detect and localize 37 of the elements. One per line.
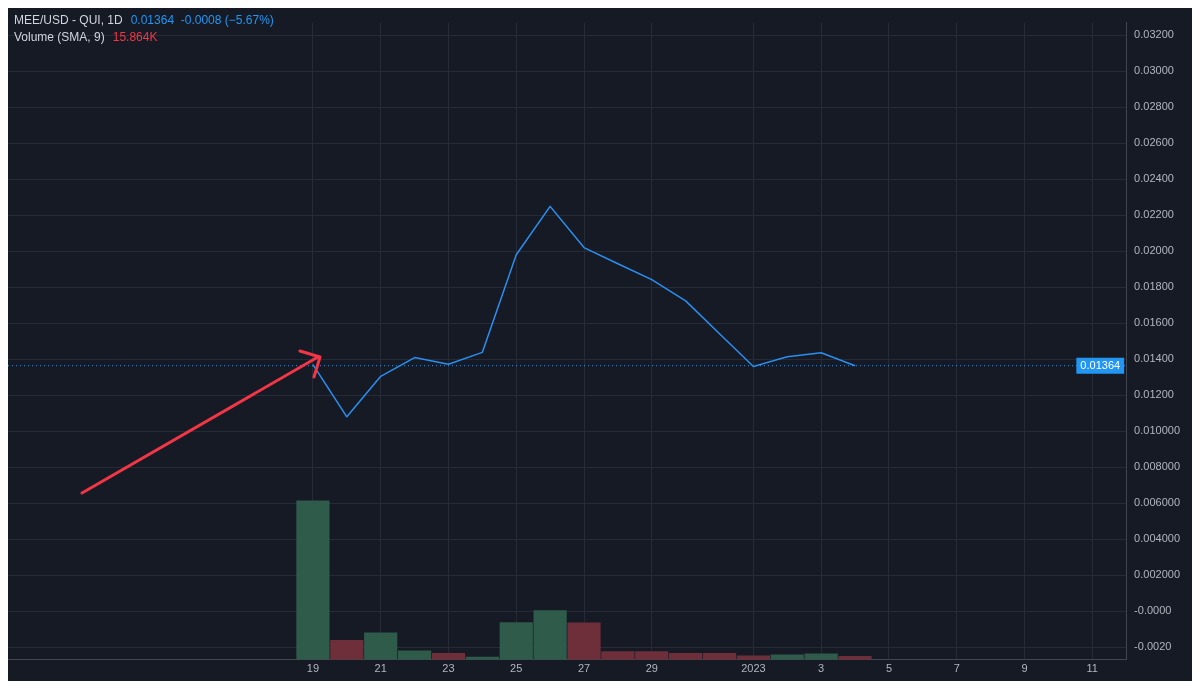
y-tick-label: -0.0020 bbox=[1134, 640, 1172, 653]
x-tick-label: 19 bbox=[306, 662, 320, 675]
y-tick-label: 0.02400 bbox=[1134, 172, 1174, 185]
y-tick-label: 0.02000 bbox=[1134, 244, 1174, 257]
x-tick-label: 9 bbox=[1021, 662, 1028, 675]
x-tick-label: 5 bbox=[885, 662, 893, 675]
annotation: 15.864K bbox=[112, 30, 158, 44]
chart-title: Volume (SMA, 9) bbox=[14, 30, 105, 44]
y-tick-label: 0.002000 bbox=[1134, 568, 1181, 581]
x-tick-label: 11 bbox=[1086, 662, 1098, 675]
x-tick-label: 2023 bbox=[741, 662, 766, 675]
bar bbox=[330, 639, 364, 660]
x-tick-label: 3 bbox=[818, 662, 825, 675]
y-tick-label: 0.004000 bbox=[1134, 532, 1181, 545]
y-tick-label: 0.010000 bbox=[1134, 424, 1181, 437]
y-tick-label: 0.02800 bbox=[1134, 100, 1174, 113]
y-tick-label: 0.01800 bbox=[1134, 280, 1174, 293]
bar bbox=[296, 500, 330, 660]
annotation: 0.01364 -0.0008 (−5.67%) bbox=[130, 13, 274, 27]
y-tick-label: 0.006000 bbox=[1134, 496, 1181, 509]
y-tick-label: 0.01400 bbox=[1134, 352, 1174, 365]
x-tick-label: 29 bbox=[645, 662, 658, 675]
y-tick-label: -0.0000 bbox=[1134, 604, 1172, 617]
x-tick-label: 25 bbox=[510, 662, 523, 675]
x-tick-label: 23 bbox=[442, 662, 455, 675]
x-tick-label: 21 bbox=[374, 662, 387, 675]
y-tick-label: 0.01200 bbox=[1134, 388, 1174, 401]
y-tick-label: 0.02600 bbox=[1134, 136, 1174, 149]
ref-line-label: 0.01364 bbox=[1080, 358, 1121, 371]
chart-title: MEE/USD - QUI, 1D bbox=[14, 13, 123, 27]
x-tick-label: 27 bbox=[577, 662, 591, 675]
y-tick-label: 0.03000 bbox=[1134, 64, 1174, 77]
y-tick-label: 0.03200 bbox=[1134, 28, 1174, 41]
y-tick-label: 0.01600 bbox=[1134, 316, 1174, 329]
y-tick-label: 0.008000 bbox=[1134, 460, 1181, 473]
y-tick-label: 0.02200 bbox=[1134, 208, 1174, 221]
x-tick-label: 7 bbox=[953, 662, 960, 675]
